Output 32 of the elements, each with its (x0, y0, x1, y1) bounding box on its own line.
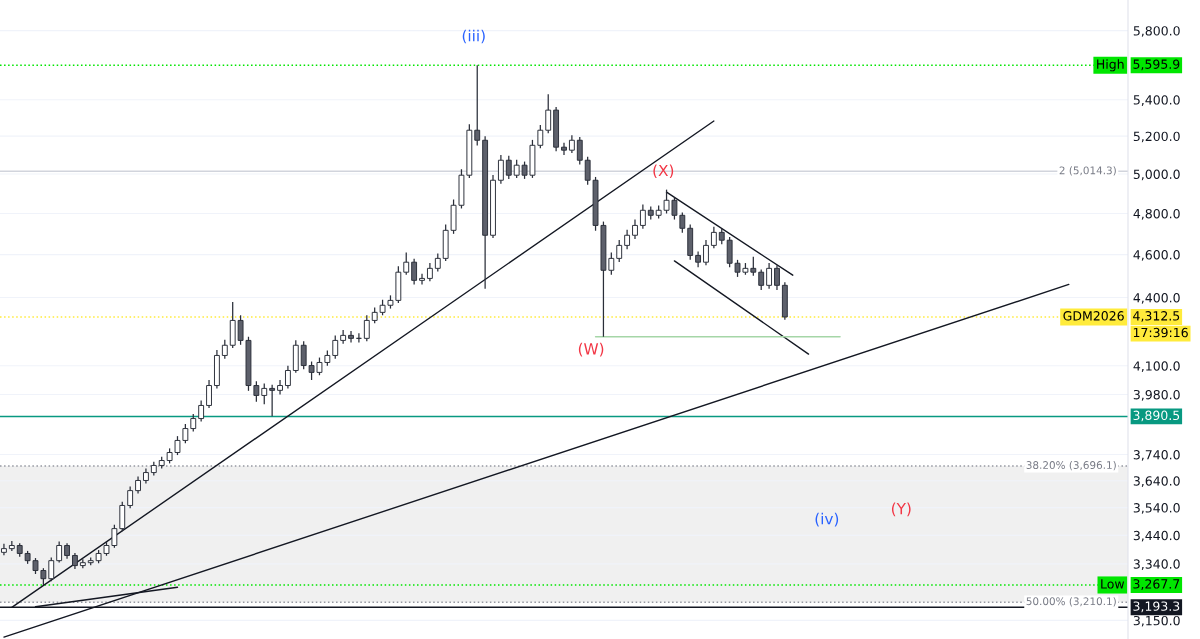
text: 3,267.7 (1133, 579, 1180, 590)
y-tick-label: 5,000.0 (1133, 169, 1180, 181)
annotation: (X) (653, 164, 674, 179)
y-tick-label: 3,980.0 (1133, 389, 1180, 401)
y-tick-label: 3,440.0 (1133, 530, 1180, 542)
text: 17:39:16 (1133, 327, 1188, 338)
annotation: (W) (578, 342, 604, 357)
y-tick-label: 3,340.0 (1133, 559, 1180, 571)
annotation: (Y) (891, 502, 911, 517)
ref-line-label: 38.20% (3,696.1) (1026, 460, 1116, 471)
y-tick-label: 3,640.0 (1133, 476, 1180, 487)
y-tick-label: 3,740.0 (1133, 450, 1180, 461)
y-tick-label: 5,400.0 (1133, 95, 1180, 106)
annotation: (iii) (462, 29, 485, 44)
ref-line-label: 50.00% (3,210.1) (1026, 597, 1116, 607)
annotation: (iv) (815, 512, 839, 527)
text: 3,193.3 (1133, 601, 1180, 613)
y-tick-label: 4,400.0 (1133, 293, 1180, 304)
text: 5,595.9 (1133, 59, 1180, 71)
ref-line-label: GDM2026 (1063, 311, 1124, 321)
ref-line-label: 2 (5,014.3) (1059, 166, 1116, 176)
text: 4,312.5 (1133, 311, 1180, 322)
y-tick-label: 5,800.0 (1133, 26, 1180, 37)
y-tick-label: 4,800.0 (1133, 208, 1180, 220)
y-tick-label: 4,100.0 (1133, 361, 1180, 372)
ref-line-label: Low (1101, 579, 1125, 589)
y-tick-label: 3,150.0 (1133, 615, 1180, 627)
ref-line-label: High (1097, 59, 1124, 72)
y-tick-label: 3,540.0 (1133, 503, 1180, 514)
y-tick-label: 4,600.0 (1133, 250, 1180, 261)
y-tick-label: 5,200.0 (1133, 131, 1180, 143)
text: 3,890.5 (1133, 410, 1180, 422)
